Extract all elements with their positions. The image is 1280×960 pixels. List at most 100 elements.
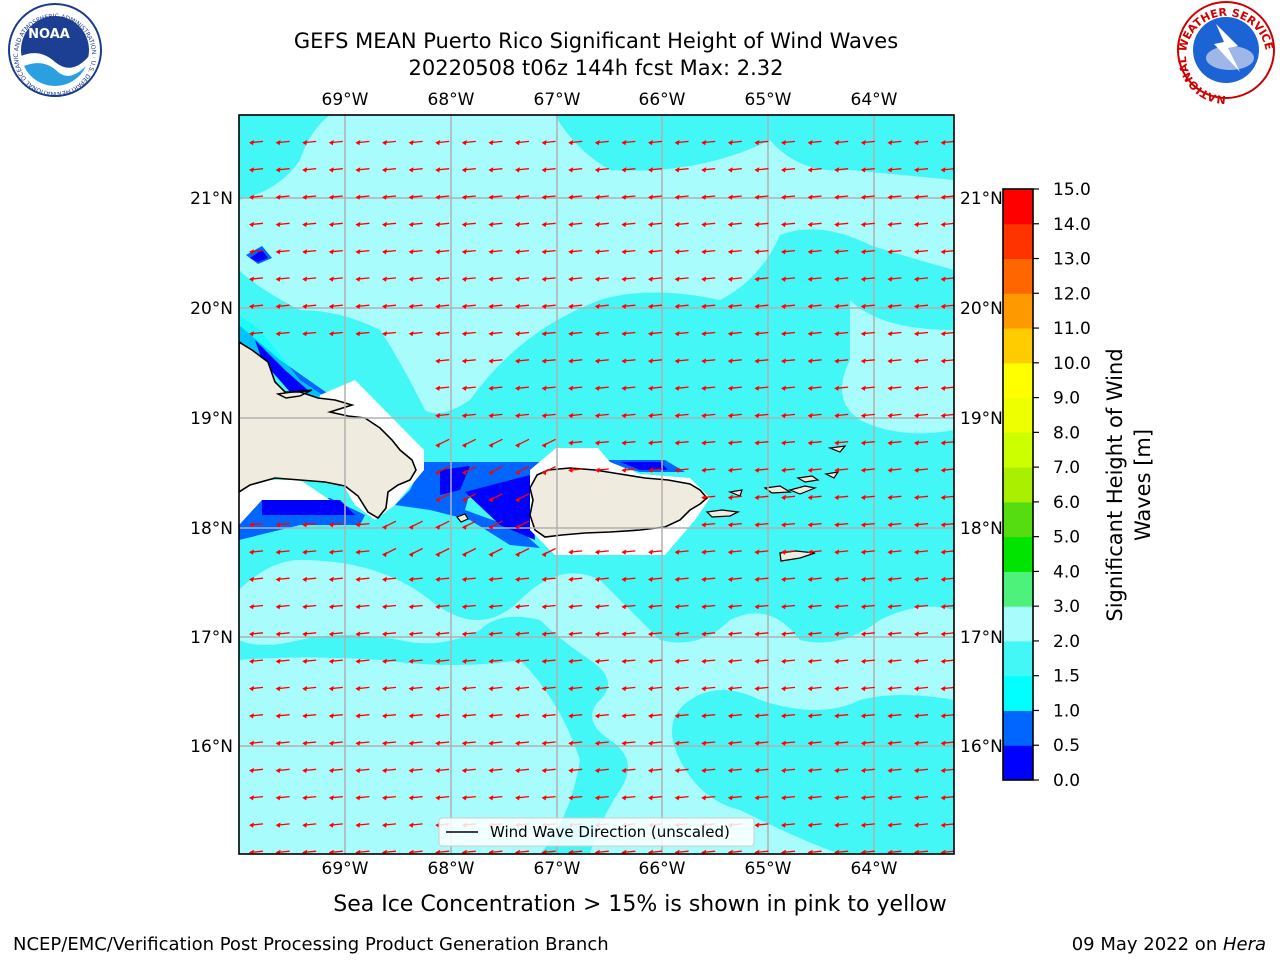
wave-arrow-head (727, 686, 733, 692)
wave-arrow-head (408, 167, 414, 173)
wave-arrow-head (914, 795, 919, 801)
wave-arrow-head (435, 385, 441, 391)
wave-arrow-head (275, 249, 281, 255)
colorbar-segment (1003, 606, 1033, 642)
wave-arrow-head (328, 167, 334, 173)
wave-arrow-head (701, 385, 707, 391)
wave-arrow-head (860, 467, 866, 473)
wave-arrow-head (515, 276, 520, 282)
wave-arrow-head (940, 713, 946, 719)
wave-arrow-head (461, 303, 467, 309)
wave-arrow-head (275, 549, 281, 555)
colorbar-tick-label: 9.0 (1053, 389, 1080, 409)
colorbar-tick-label: 11.0 (1053, 319, 1091, 339)
wave-arrow-head (781, 604, 786, 610)
wave-arrow-head (727, 249, 733, 255)
wave-arrow-head (834, 467, 840, 473)
wave-arrow-head (275, 658, 281, 664)
wave-arrow-head (807, 413, 813, 419)
wave-arrow-head (488, 276, 494, 282)
wave-arrow-head (727, 658, 733, 664)
wave-arrow-head (541, 249, 547, 255)
wave-arrow-head (860, 221, 866, 228)
wave-arrow-head (594, 303, 600, 309)
wave-arrow-head (754, 849, 760, 854)
colorbar-segment (1003, 710, 1033, 746)
wave-arrow-head (408, 331, 414, 337)
wave-arrow-head (887, 522, 893, 528)
wave-arrow-head (515, 740, 520, 746)
wave-arrow-head (834, 740, 840, 746)
wave-arrow-head (408, 194, 414, 200)
wave-arrow-head (328, 549, 334, 555)
wave-arrow-head (568, 303, 574, 309)
colorbar-segment (1003, 258, 1033, 294)
wave-arrow-head (621, 767, 627, 774)
wave-arrow-head (302, 303, 308, 309)
wave-arrow-head (461, 524, 467, 530)
colorbar-frame (1002, 188, 1034, 781)
wave-arrow-head (355, 249, 361, 255)
wave-arrow-head (488, 221, 494, 228)
wave-arrow-head (860, 276, 866, 282)
wave-arrow-head (488, 713, 494, 719)
wave-arrow-head (275, 522, 281, 528)
wave-arrow-head (940, 303, 946, 309)
wave-arrow-head (860, 494, 866, 501)
wave-arrow-head (860, 303, 866, 309)
wave-arrow-head (328, 740, 334, 746)
wave-arrow-head (940, 358, 946, 364)
wave-arrow-head (568, 767, 574, 774)
wave-arrow-head (621, 221, 627, 228)
wave-arrow-head (355, 795, 361, 801)
lon-label-top: 67°W (534, 90, 581, 110)
wave-arrow-head (727, 604, 733, 610)
lat-label-right: 18°N (960, 519, 1003, 539)
wave-arrow-head (621, 167, 627, 173)
wave-arrow-head (914, 358, 919, 364)
wave-arrow-head (408, 849, 414, 854)
wave-arrow-head (914, 221, 919, 228)
wave-arrow-head (807, 604, 813, 610)
wave-arrow-head (408, 551, 414, 558)
wave-arrow-head (621, 249, 627, 255)
wave-arrow-head (860, 440, 866, 446)
wave-arrow-head (807, 795, 813, 801)
map-legend: Wind Wave Direction (unscaled) (438, 817, 755, 847)
wave-arrow-head (515, 849, 520, 854)
wave-arrow-head (408, 576, 414, 582)
wave-arrow-head (461, 276, 467, 282)
wave-arrow-head (754, 331, 760, 337)
wave-arrow-head (914, 331, 919, 337)
wave-arrow-head (408, 822, 414, 828)
wave-arrow-head (382, 658, 387, 664)
wave-arrow-head (461, 551, 467, 558)
wave-arrow-head (541, 442, 547, 448)
wave-arrow-head (781, 167, 786, 173)
wave-arrow-head (834, 303, 840, 309)
wave-arrow-head (408, 740, 414, 746)
wave-arrow-head (887, 549, 893, 555)
wave-arrow-head (860, 686, 866, 692)
wave-arrow-head (701, 221, 707, 228)
wave-arrow-head (408, 767, 414, 774)
wave-arrow-head (781, 440, 786, 446)
wave-arrow-head (674, 140, 680, 146)
wave-arrow-head (807, 440, 813, 446)
wave-arrow-head (754, 385, 760, 391)
wave-arrow-head (302, 276, 308, 282)
wave-arrow-head (382, 604, 387, 610)
wave-arrow-head (834, 221, 840, 228)
wave-arrow-head (727, 767, 733, 774)
wave-arrow-head (914, 249, 919, 255)
wave-arrow-head (834, 413, 840, 419)
wave-arrow-head (860, 413, 866, 419)
wave-arrow-head (914, 440, 919, 446)
wave-arrow-head (621, 713, 627, 719)
wave-arrow-head (328, 767, 334, 774)
wave-arrow-head (834, 822, 840, 828)
wave-arrow-head (594, 795, 600, 801)
wave-arrow-head (515, 331, 520, 337)
wave-arrow-head (461, 358, 467, 364)
wave-arrow-head (541, 385, 547, 391)
